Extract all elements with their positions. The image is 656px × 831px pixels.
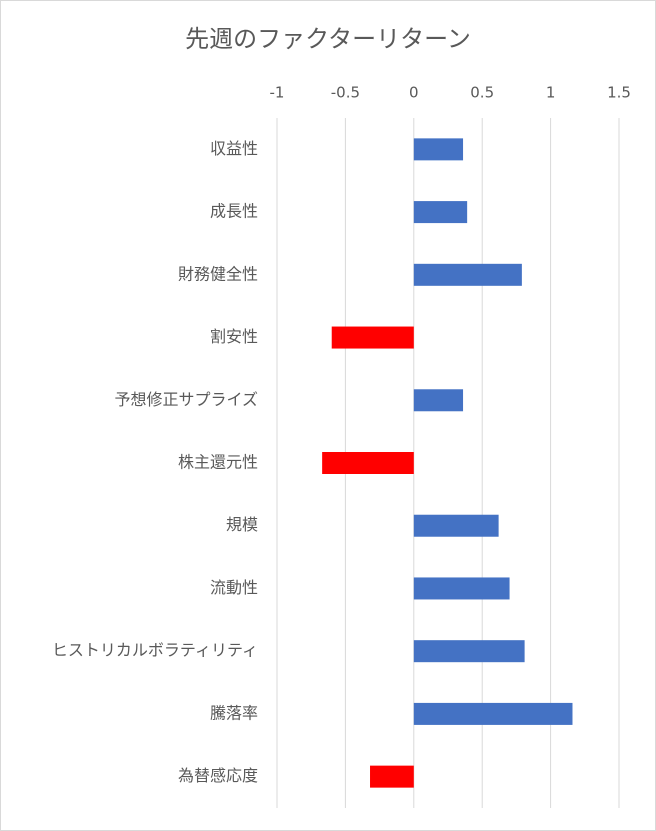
bar — [413, 389, 464, 412]
bar — [413, 640, 525, 663]
x-tick-label: 1 — [546, 84, 556, 102]
y-tick-label: 騰落率 — [210, 703, 258, 722]
y-tick-label: 成長性 — [210, 202, 258, 221]
y-tick-label: 流動性 — [210, 578, 258, 597]
y-tick-label: 割安性 — [210, 327, 258, 346]
bar — [413, 577, 510, 600]
x-tick-label: 0.5 — [470, 84, 494, 102]
chart-title: 先週のファクターリターン — [185, 25, 471, 53]
bar — [322, 452, 414, 474]
bar — [370, 765, 414, 788]
y-tick-label: 財務健全性 — [178, 264, 258, 283]
y-tick-label: 規模 — [226, 515, 258, 534]
y-tick-label: 株主還元性 — [178, 453, 258, 472]
bar — [413, 702, 573, 725]
bar — [331, 326, 414, 349]
bar — [413, 201, 468, 224]
bar — [413, 263, 522, 286]
x-tick-label: -0.5 — [331, 84, 360, 102]
y-tick-label: 収益性 — [210, 139, 258, 158]
y-tick-label: ヒストリカルボラティリティ — [52, 641, 258, 660]
y-tick-label: 為替感応度 — [178, 766, 258, 785]
x-tick-label: 0 — [409, 84, 419, 102]
x-tick-label: 1.5 — [607, 84, 631, 102]
y-tick-label: 予想修正サプライズ — [114, 390, 258, 409]
bar — [413, 138, 464, 161]
bar — [413, 514, 499, 537]
x-tick-label: -1 — [270, 84, 285, 102]
